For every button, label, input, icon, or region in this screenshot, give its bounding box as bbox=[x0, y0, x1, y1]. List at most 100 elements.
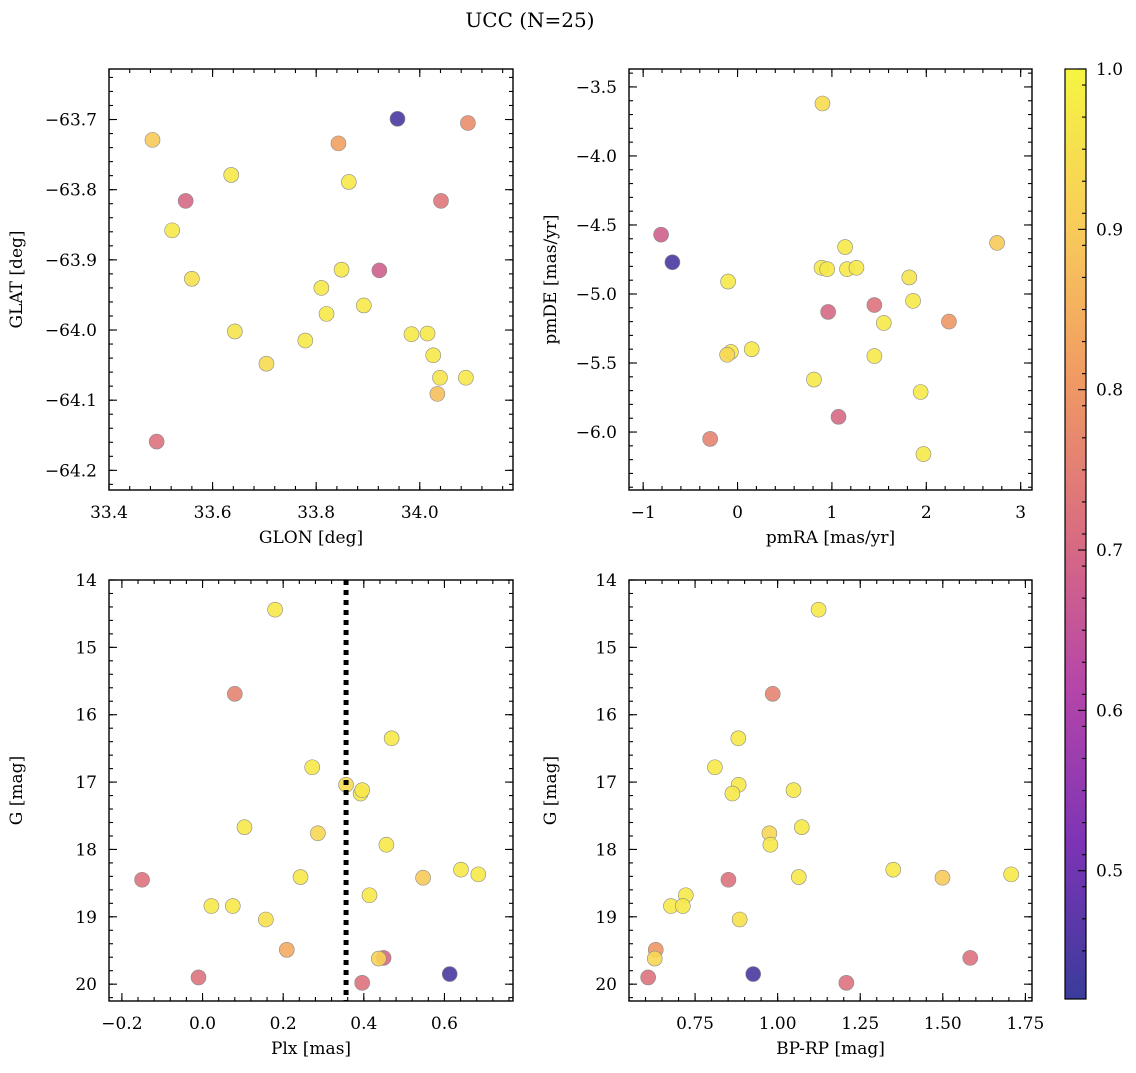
scatter-point bbox=[876, 315, 892, 331]
colorbar-tick-label: 0.8 bbox=[1096, 381, 1123, 401]
scatter-points bbox=[144, 111, 476, 450]
scatter-point bbox=[330, 135, 347, 152]
axes-frame bbox=[108, 579, 514, 1002]
scatter-point bbox=[866, 348, 883, 364]
x-tick-label: 0 bbox=[732, 503, 743, 523]
scatter-panel-3: −0.2 0.0 0.2 0.4 0.6 14 15 16 17 18 19 20 Plx [mas] G… bbox=[7, 571, 514, 1059]
scatter-point bbox=[720, 871, 737, 888]
y-tick-label: 14 bbox=[595, 571, 617, 591]
scatter-point bbox=[378, 836, 395, 853]
scatter-point bbox=[164, 222, 180, 239]
x-tick-label: −0.2 bbox=[101, 1014, 142, 1034]
y-tick-label: −63.8 bbox=[45, 181, 97, 201]
colorbar-tick-label: 0.6 bbox=[1096, 701, 1123, 721]
scatter-points bbox=[134, 601, 487, 991]
scatter-point bbox=[785, 782, 802, 798]
scatter-point bbox=[702, 431, 718, 447]
scatter-point bbox=[453, 861, 469, 878]
scatter-point bbox=[912, 384, 929, 400]
scatter-point bbox=[470, 866, 487, 883]
scatter-point bbox=[707, 759, 723, 776]
x-axis-label: BP-RP [mag] bbox=[776, 1039, 885, 1059]
scatter-point bbox=[341, 174, 357, 190]
axes-frame bbox=[628, 579, 1033, 1002]
scatter-point bbox=[838, 975, 855, 991]
scatter-point bbox=[653, 226, 669, 243]
scatter-point bbox=[148, 433, 165, 450]
scatter-point bbox=[814, 95, 831, 112]
y-axis-label: G [mag] bbox=[541, 756, 561, 825]
scatter-point bbox=[403, 326, 420, 343]
scatter-point bbox=[901, 269, 918, 286]
y-tick-label: −5.0 bbox=[576, 285, 617, 305]
y-tick-label: 18 bbox=[75, 840, 97, 860]
y-tick-label: 19 bbox=[75, 908, 97, 928]
y-axis-label: GLAT [deg] bbox=[7, 230, 27, 328]
x-tick-label: 0.4 bbox=[350, 1014, 377, 1034]
scatter-point bbox=[764, 686, 781, 702]
scatter-point bbox=[425, 347, 442, 364]
y-tick-label: 15 bbox=[75, 638, 97, 658]
x-tick-label: 34.0 bbox=[401, 503, 439, 523]
scatter-point bbox=[361, 887, 378, 904]
scatter-point bbox=[310, 825, 326, 842]
colorbar: 0.5 0.6 0.7 0.8 0.9 1.0 bbox=[1064, 60, 1123, 1000]
y-tick-label: 18 bbox=[595, 840, 617, 860]
scatter-point bbox=[848, 259, 865, 276]
scatter-point bbox=[267, 601, 283, 618]
scatter-points bbox=[653, 95, 1005, 462]
scatter-point bbox=[297, 332, 314, 349]
y-tick-label: −6.0 bbox=[576, 423, 617, 443]
y-tick-label: 20 bbox=[75, 975, 97, 995]
scatter-point bbox=[458, 369, 474, 386]
x-tick-label: 1.50 bbox=[924, 1014, 962, 1034]
y-tick-label: −4.5 bbox=[576, 216, 617, 236]
y-tick-label: 19 bbox=[595, 908, 617, 928]
scatter-point bbox=[820, 304, 836, 320]
scatter-point bbox=[144, 132, 161, 148]
scatter-point bbox=[905, 293, 921, 309]
scatter-point bbox=[429, 386, 446, 402]
scatter-point bbox=[370, 950, 387, 967]
scatter-point bbox=[810, 601, 827, 618]
figure-title: UCC (N=25) bbox=[465, 8, 594, 32]
panels: 33.4 33.6 33.8 34.0 −63.7 −63.8 −63.9 −64.0 −64.… bbox=[7, 68, 1044, 1059]
scatter-point bbox=[915, 446, 932, 462]
scatter-point bbox=[258, 355, 275, 372]
scatter-point bbox=[223, 167, 240, 183]
scatter-point bbox=[819, 261, 835, 277]
scatter-point bbox=[371, 262, 388, 279]
scatter-point bbox=[720, 273, 736, 290]
x-tick-label: 1.75 bbox=[1006, 1014, 1044, 1034]
scatter-point bbox=[441, 966, 458, 982]
x-axis-label: pmRA [mas/yr] bbox=[766, 528, 895, 548]
minor-ticks bbox=[108, 69, 513, 490]
colorbar-tick-label: 0.5 bbox=[1096, 862, 1123, 882]
scatter-point bbox=[292, 869, 309, 885]
x-tick-label: 1.00 bbox=[759, 1014, 797, 1034]
scatter-point bbox=[354, 975, 371, 991]
scatter-point bbox=[837, 239, 853, 255]
scatter-point bbox=[762, 836, 779, 853]
y-tick-label: −63.7 bbox=[45, 111, 97, 131]
y-tick-label: 15 bbox=[595, 638, 617, 658]
minor-ticks bbox=[109, 579, 513, 1001]
x-tick-label: 33.8 bbox=[297, 503, 335, 523]
minor-ticks bbox=[629, 69, 1032, 490]
scatter-point bbox=[866, 297, 883, 313]
scatter-point bbox=[227, 323, 243, 340]
scatter-point bbox=[134, 871, 150, 888]
scatter-point bbox=[226, 686, 243, 702]
scatter-point bbox=[962, 950, 979, 966]
scatter-point bbox=[640, 969, 656, 986]
scatter-point bbox=[184, 270, 200, 287]
scatter-panel-2: −1 0 1 2 3 −3.5 −4.0 −4.5 −5.0 −5.5 −6.0 pmRA [mas/… bbox=[541, 68, 1033, 548]
y-tick-label: 16 bbox=[75, 706, 97, 726]
scatter-point bbox=[460, 115, 476, 131]
scatter-point bbox=[318, 306, 335, 322]
y-tick-label: −5.5 bbox=[576, 354, 617, 374]
scatter-point bbox=[745, 966, 762, 982]
scatter-point bbox=[304, 759, 321, 776]
x-tick-label: 2 bbox=[921, 503, 932, 523]
